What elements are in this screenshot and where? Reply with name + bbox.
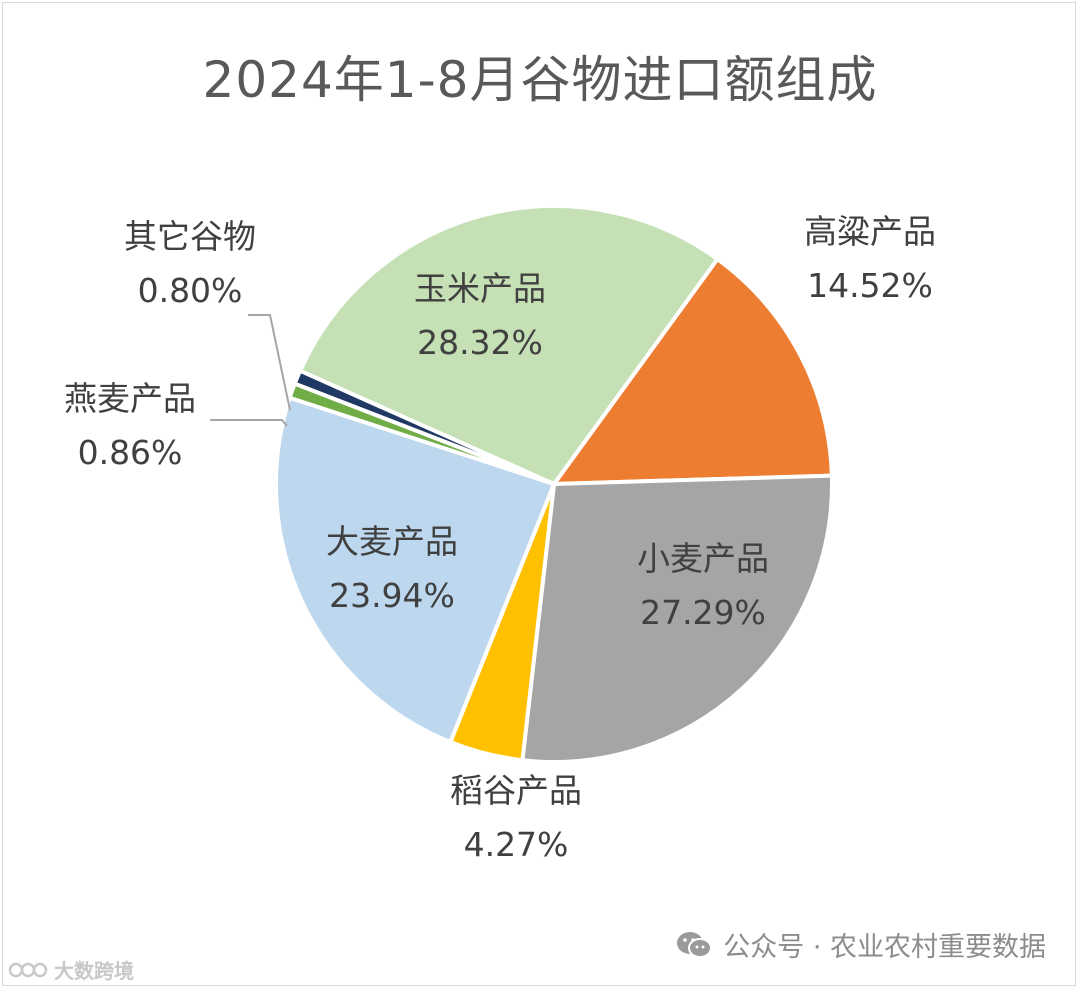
slice-percent-0: 14.52%	[807, 266, 933, 305]
slice-percent-3: 23.94%	[329, 576, 455, 615]
leader-line-5	[248, 314, 291, 411]
slice-percent-6: 28.32%	[417, 323, 543, 362]
watermark-text: 公众号 · 农业农村重要数据	[723, 932, 1046, 963]
leader-line-4	[210, 419, 288, 427]
slice-label-4: 燕麦产品	[64, 379, 196, 418]
slice-percent-1: 27.29%	[640, 593, 766, 632]
slice-label-6: 玉米产品	[414, 269, 546, 308]
slice-labels: 高粱产品 14.52% 小麦产品 27.29% 稻谷产品 4.27% 大麦产品 23.94% 燕…	[64, 212, 936, 864]
leader-lines	[210, 314, 291, 427]
slice-percent-4: 0.86%	[78, 433, 183, 472]
slice-percent-2: 4.27%	[464, 825, 569, 864]
slice-label-5: 其它谷物	[124, 217, 256, 256]
pie-slice-6	[298, 204, 720, 486]
pie-slice-1	[520, 473, 834, 764]
slice-label-1: 小麦产品	[637, 539, 769, 578]
wechat-icon	[677, 931, 713, 958]
pie-slice-0	[552, 257, 834, 486]
watermark: 公众号 · 农业农村重要数据	[675, 925, 1046, 964]
corner-logo-icon	[8, 962, 48, 977]
chart-title: 2024年1-8月谷物进口额组成	[202, 51, 878, 109]
corner-watermark: 大数跨境	[8, 955, 134, 984]
pie-slices	[274, 204, 834, 764]
corner-mark-text: 大数跨境	[54, 959, 134, 983]
slice-percent-5: 0.80%	[138, 271, 243, 310]
slice-label-3: 大麦产品	[326, 522, 458, 561]
slice-label-0: 高粱产品	[804, 212, 936, 251]
pie-slice-3	[274, 395, 556, 744]
slice-label-2: 稻谷产品	[450, 771, 582, 810]
